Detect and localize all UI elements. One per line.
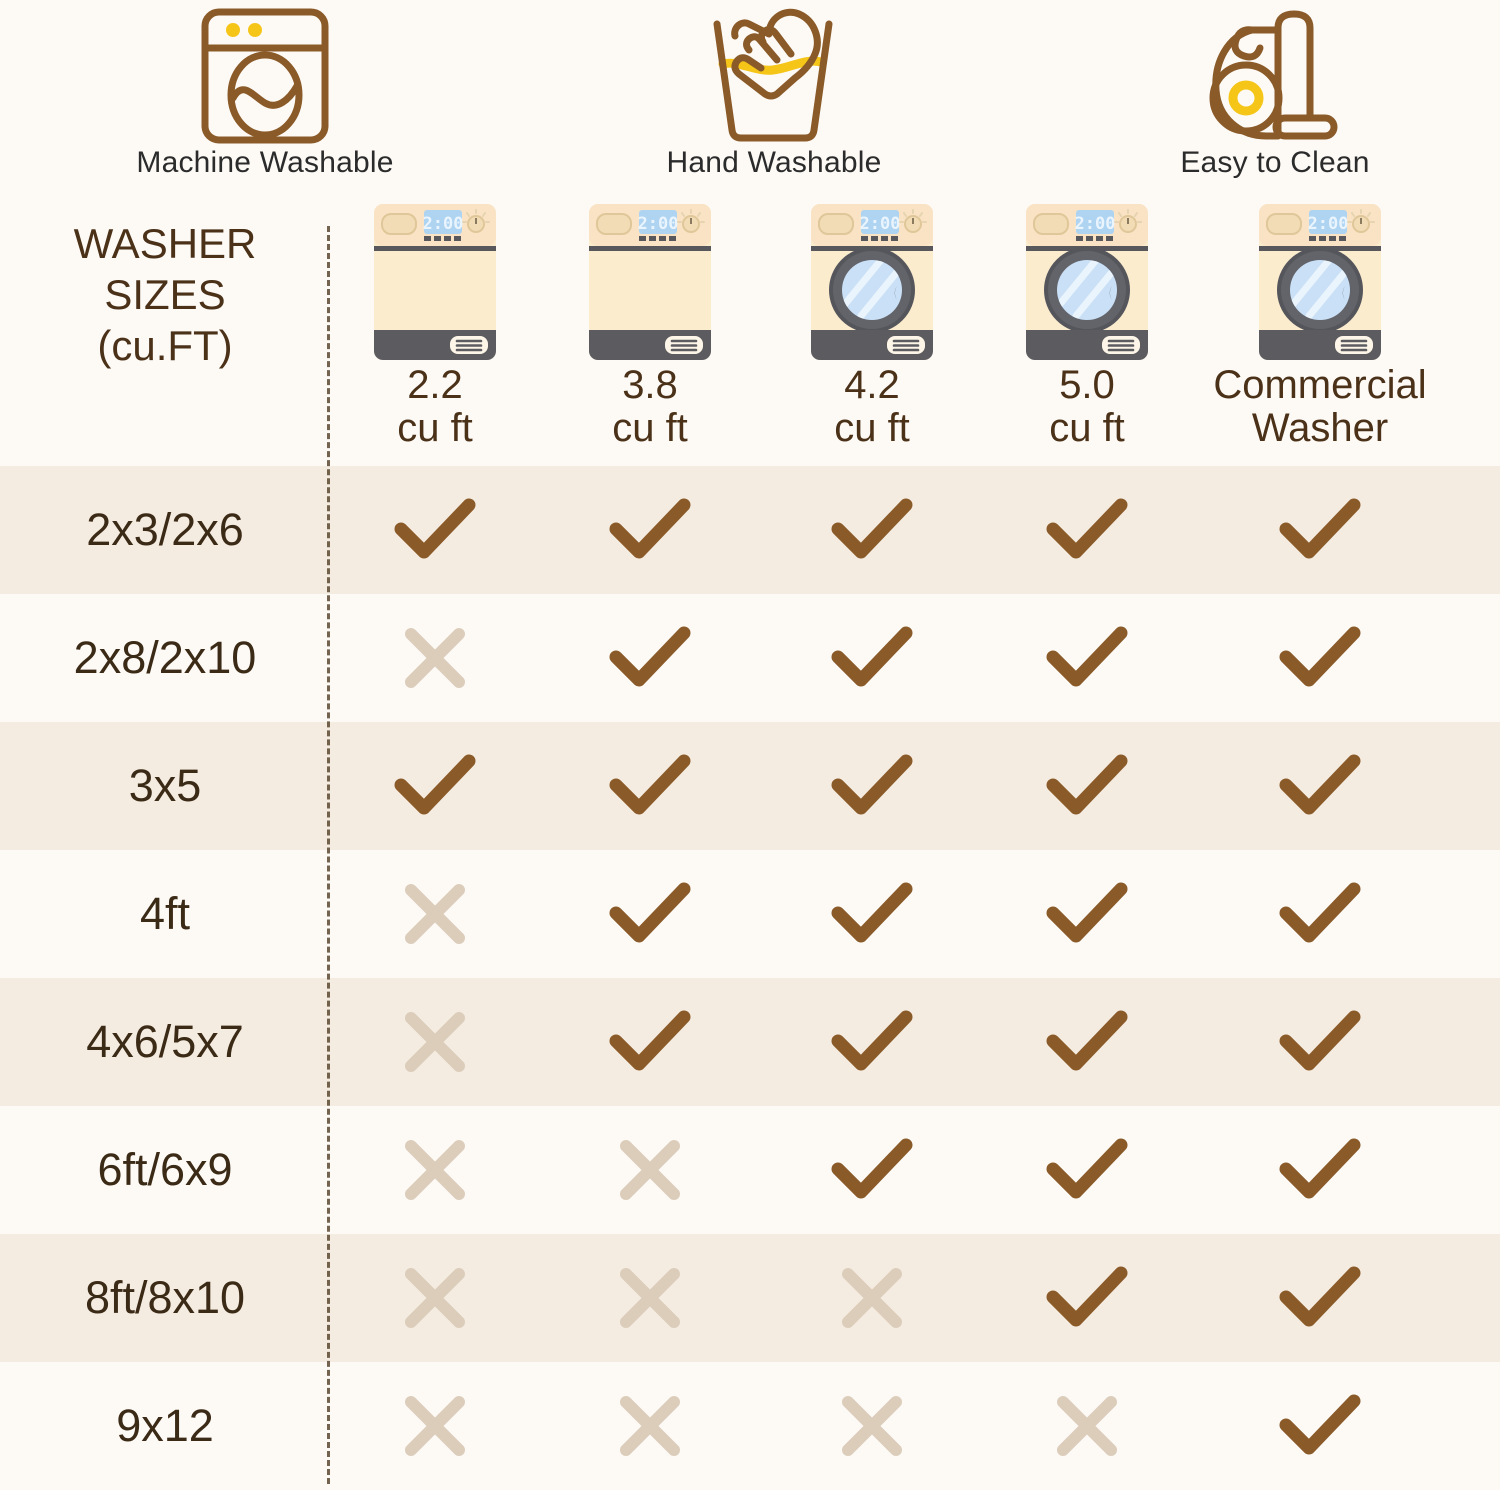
washer-sizes-line-1: WASHER [73,220,257,267]
washer-icon-top-load: 2:00 [587,202,713,362]
cell-check-icon [1260,594,1380,722]
washer-column-1: 2:00 [335,196,535,450]
cell-check-icon [1260,1234,1380,1362]
cell-check-icon [812,722,932,850]
table-row: 4x6/5x7 [0,978,1500,1106]
washer-column-2: 2:00 [550,196,750,450]
table-row: 8ft/8x10 [0,1234,1500,1362]
washer-sizes-line-3: (cu.FT) [97,322,233,370]
cell-cross-icon [812,1234,932,1362]
row-label: 2x3/2x6 [86,504,244,555]
cell-check-icon [1027,466,1147,594]
cell-check-icon [590,850,710,978]
washer-icon-front-load: 2:00 [1024,202,1150,362]
row-label: 9x12 [116,1400,214,1451]
cell-check-icon [812,1106,932,1234]
washer-icon-front-load: 2:00 [809,202,935,362]
feature-easy-to-clean: Easy to Clean [1110,0,1440,180]
washer-display-text: 2:00 [1075,214,1116,234]
cell-check-icon [1260,978,1380,1106]
washer-display-text: 2:00 [1308,214,1349,234]
cell-check-icon [1027,1106,1147,1234]
cell-check-icon [1027,722,1147,850]
cell-check-icon [812,850,932,978]
row-label: 4ft [139,888,191,939]
washing-machine-icon [197,6,333,146]
cell-check-icon [812,978,932,1106]
table-row: 6ft/6x9 [0,1106,1500,1234]
row-label: 3x5 [128,760,202,811]
washer-display-text: 2:00 [423,214,464,234]
washer-column-4: 2:00 [987,196,1187,450]
feature-label: Hand Washable [666,146,882,179]
vacuum-cleaner-icon [1200,6,1350,146]
cell-check-icon [812,466,932,594]
cell-check-icon [1027,1234,1147,1362]
cell-cross-icon [812,1362,932,1490]
cell-cross-icon [375,850,495,978]
feature-machine-washable: Machine Washable [105,0,425,180]
washer-icon-top-load: 2:00 [372,202,498,362]
cell-check-icon [590,594,710,722]
row-label: 6ft/6x9 [97,1144,233,1195]
feature-label: Easy to Clean [1180,146,1370,179]
table-row: 9x12 [0,1362,1500,1490]
cell-check-icon [1260,1106,1380,1234]
cell-check-icon [590,466,710,594]
washer-display-text: 2:00 [860,214,901,234]
cell-check-icon [375,466,495,594]
cell-cross-icon [375,1234,495,1362]
cell-check-icon [1260,1362,1380,1490]
cell-cross-icon [590,1106,710,1234]
cell-cross-icon [1027,1362,1147,1490]
cell-check-icon [1260,722,1380,850]
feature-icons-row: Machine Washable Hand Washable [0,0,1500,196]
washer-column-label: Commercial Washer [1213,363,1427,451]
vertical-dashed-divider [327,226,330,1484]
washer-column-3: 2:00 [772,196,972,450]
cell-check-icon [590,978,710,1106]
cell-cross-icon [375,1106,495,1234]
cell-check-icon [1260,466,1380,594]
row-label: 8ft/8x10 [84,1272,246,1323]
feature-label: Machine Washable [136,146,394,179]
table-row: 3x5 [0,722,1500,850]
cell-check-icon [375,722,495,850]
cell-check-icon [812,594,932,722]
row-label: 2x8/2x10 [73,632,257,683]
washer-column-5: 2:00 [1170,196,1470,450]
table-row: 2x8/2x10 [0,594,1500,722]
washer-icon-front-load: 2:00 [1257,202,1383,362]
cell-cross-icon [590,1362,710,1490]
cell-check-icon [1027,978,1147,1106]
washer-sizes-line-2: SIZES [104,271,226,319]
cell-check-icon [1027,850,1147,978]
washer-column-label: 2.2 cu ft [397,363,473,451]
row-label: 4x6/5x7 [86,1016,244,1067]
washer-display-text: 2:00 [638,214,679,234]
feature-hand-washable: Hand Washable [614,0,934,180]
table-row: 4ft [0,850,1500,978]
washer-column-label: 3.8 cu ft [612,363,688,451]
hand-wash-icon [699,6,849,146]
cell-check-icon [1027,594,1147,722]
washer-column-label: 4.2 cu ft [834,363,910,451]
table-row: 2x3/2x6 [0,466,1500,594]
cell-cross-icon [375,594,495,722]
washer-column-label: 5.0 cu ft [1049,363,1125,451]
washer-sizes-label: WASHER SIZES (cu.FT) [20,218,310,372]
compatibility-table: 2x3/2x6 2x8/2x10 3x5 4ft 4x6/5x7 6ft/6x9 8ft/8… [0,466,1500,1490]
washer-header-row: WASHER SIZES (cu.FT) 2:00 [0,196,1500,466]
cell-check-icon [590,722,710,850]
cell-cross-icon [375,978,495,1106]
cell-check-icon [1260,850,1380,978]
cell-cross-icon [590,1234,710,1362]
cell-cross-icon [375,1362,495,1490]
